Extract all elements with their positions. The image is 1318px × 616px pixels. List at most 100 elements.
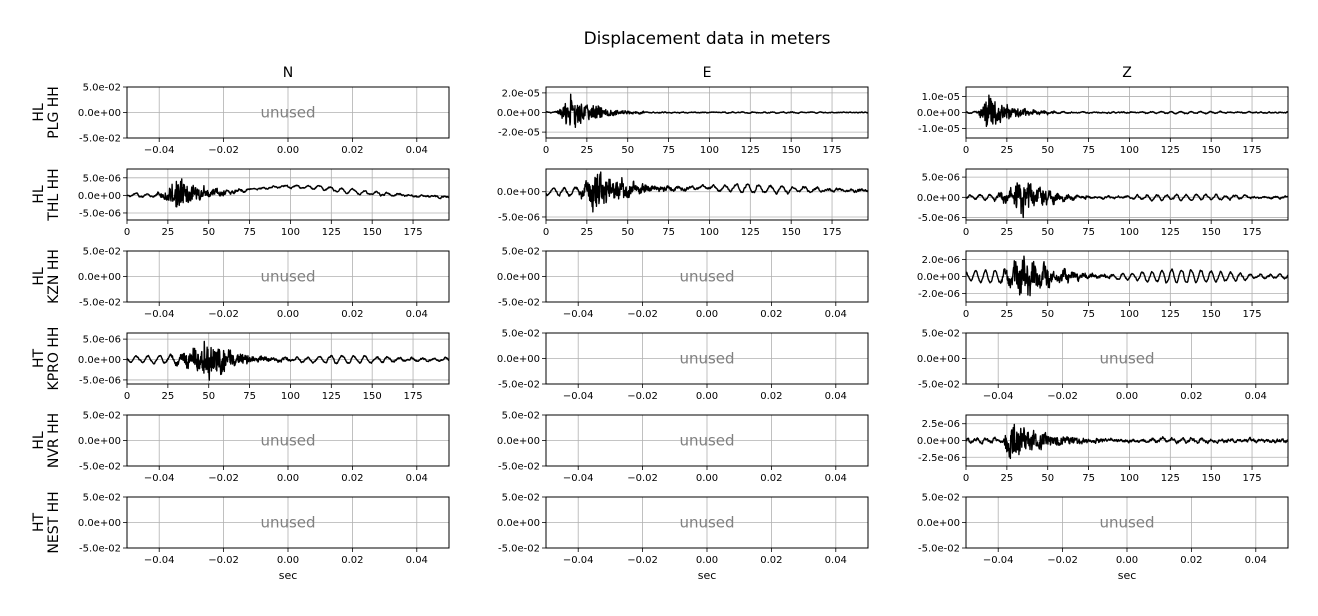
unused-label: unused: [260, 104, 315, 122]
x-tick-label: 0.02: [341, 555, 363, 566]
x-axis-label: sec: [279, 569, 298, 582]
x-tick-label: 75: [243, 227, 256, 238]
y-tick-label: -5.0e-02: [498, 298, 540, 309]
y-tick-label: -2.0e-06: [918, 289, 960, 300]
x-tick-label: 0.02: [760, 309, 782, 320]
panel-n-row-4: unused −0.04 −0.02 0.00 0.02 0.04 5.0e-02 0.0e+…: [78, 411, 450, 484]
x-tick-label: 100: [700, 145, 719, 156]
y-tick-label: 0.0e+00: [78, 355, 121, 366]
x-tick-label: 125: [741, 227, 760, 238]
x-tick-label: 0.00: [696, 473, 718, 484]
x-tick-label: −0.04: [144, 473, 175, 484]
y-tick-label: 0.0e+00: [78, 436, 121, 447]
x-tick-label: −0.02: [1047, 555, 1078, 566]
x-tick-label: 0.02: [760, 555, 782, 566]
x-tick-label: 150: [363, 227, 382, 238]
x-tick-label: 100: [1120, 145, 1139, 156]
y-tick-label: 5.0e-02: [502, 493, 540, 504]
x-tick-label: 0: [543, 145, 549, 156]
x-tick-label: 150: [1202, 227, 1221, 238]
x-tick-label: 0.04: [406, 555, 428, 566]
x-tick-label: 0: [963, 309, 969, 320]
panel-n-row-0: unused −0.04 −0.02 0.00 0.02 0.04 5.0e-02 0.0e+…: [78, 83, 450, 156]
y-tick-label: 0.0e+00: [78, 108, 121, 119]
panel-e-row-0: 0 25 50 75 100 125 150 175 2.0e-05 0.0e+00 -2.0e-0…: [497, 86, 869, 156]
x-tick-label: −0.04: [144, 145, 175, 156]
x-tick-label: 50: [202, 391, 215, 402]
row-label-network: HL: [31, 431, 47, 450]
y-tick-label: 5.0e-02: [83, 411, 121, 422]
x-tick-label: 75: [1082, 227, 1095, 238]
x-tick-label: 150: [782, 145, 801, 156]
y-tick-label: 5.0e-02: [922, 493, 960, 504]
x-tick-label: 100: [281, 391, 300, 402]
panel-e-row-1: 0 25 50 75 100 125 150 175 0.0e+00 -5.0e-06: [497, 168, 869, 238]
x-axis-label: sec: [698, 569, 717, 582]
x-tick-label: −0.02: [627, 555, 658, 566]
unused-label: unused: [679, 350, 734, 368]
x-tick-label: 25: [1000, 309, 1013, 320]
y-tick-label: -5.0e-02: [79, 462, 121, 473]
x-tick-label: −0.04: [144, 309, 175, 320]
x-tick-label: 0: [124, 391, 130, 402]
y-tick-label: 0.0e+00: [917, 272, 960, 283]
y-tick-label: 5.0e-02: [502, 247, 540, 258]
x-tick-label: 125: [1161, 227, 1180, 238]
x-tick-label: 100: [1120, 473, 1139, 484]
y-tick-label: 0.0e+00: [917, 193, 960, 204]
x-tick-label: −0.02: [208, 473, 239, 484]
x-tick-label: 25: [1000, 473, 1013, 484]
unused-label: unused: [1099, 514, 1154, 532]
y-tick-label: 0.0e+00: [497, 518, 540, 529]
y-tick-label: 0.0e+00: [497, 354, 540, 365]
y-tick-label: 5.0e-06: [922, 173, 960, 184]
row-label-network: HL: [31, 103, 47, 122]
waveform-trace: [126, 178, 450, 208]
row-label: HL KZN HH: [31, 249, 62, 304]
x-tick-label: 0.00: [277, 555, 299, 566]
row-label: HL NVR HH: [31, 413, 62, 468]
panel-n-row-3: 0 25 50 75 100 125 150 175 5.0e-06 0.0e+00 -5.0e-0…: [78, 332, 450, 402]
waveform-trace: [545, 171, 869, 213]
waveform-trace: [965, 423, 1289, 460]
y-tick-label: 0.0e+00: [917, 436, 960, 447]
x-tick-label: 25: [161, 391, 174, 402]
x-tick-label: 0.00: [696, 555, 718, 566]
row-label-station: KPRO HH: [46, 327, 62, 391]
x-tick-label: 100: [281, 227, 300, 238]
y-tick-label: -5.0e-06: [79, 208, 121, 219]
x-tick-label: −0.02: [627, 309, 658, 320]
y-tick-label: 2.0e-06: [922, 255, 960, 266]
y-tick-label: 5.0e-02: [83, 83, 121, 94]
x-tick-label: 50: [1041, 227, 1054, 238]
x-tick-label: 0.02: [1180, 391, 1202, 402]
x-tick-label: 0: [963, 227, 969, 238]
column-title-e: E: [703, 65, 712, 81]
y-tick-label: -2.5e-06: [918, 453, 960, 464]
axes-frame: [126, 168, 450, 221]
y-tick-label: -2.0e-05: [498, 128, 540, 139]
y-tick-label: -5.0e-02: [79, 298, 121, 309]
x-tick-label: 0.04: [406, 145, 428, 156]
x-tick-label: 0.02: [341, 473, 363, 484]
x-tick-label: 0.04: [825, 309, 847, 320]
y-tick-label: -5.0e-06: [79, 375, 121, 386]
unused-label: unused: [679, 432, 734, 450]
x-tick-label: 125: [1161, 145, 1180, 156]
panel-n-row-1: 0 25 50 75 100 125 150 175 5.0e-06 0.0e+00 -5.0e-0…: [78, 168, 450, 238]
x-tick-label: 175: [822, 145, 841, 156]
x-tick-label: 0.00: [1116, 391, 1138, 402]
waveform-trace: [965, 94, 1289, 128]
panel-z-row-1: 0 25 50 75 100 125 150 175 5.0e-06 0.0e+00 -5.0e-0…: [917, 168, 1289, 238]
x-tick-label: 0.00: [277, 309, 299, 320]
y-tick-label: -5.0e-02: [918, 380, 960, 391]
row-label-station: THL HH: [46, 168, 62, 221]
x-tick-label: 0.02: [341, 145, 363, 156]
x-tick-label: −0.04: [563, 473, 594, 484]
waveform-trace: [126, 340, 450, 381]
x-tick-label: −0.02: [208, 555, 239, 566]
x-tick-label: 0.04: [406, 309, 428, 320]
x-tick-label: 0.00: [696, 391, 718, 402]
y-tick-label: 5.0e-02: [922, 329, 960, 340]
